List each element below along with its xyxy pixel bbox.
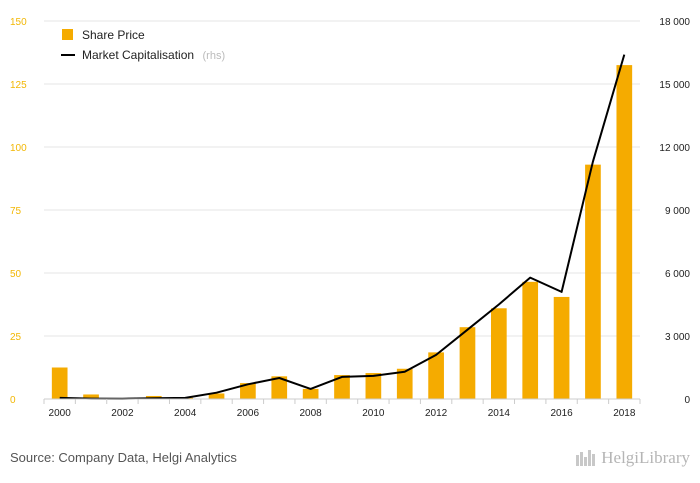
share-price-bar [83,394,99,399]
legend-line-suffix: (rhs) [203,50,226,62]
market-cap-line [59,54,626,400]
share-price-bar [522,281,539,399]
legend-line-name: Market Capitalisation [82,48,194,62]
y-left-tick-label: 100 [10,143,27,154]
share-price-bar [553,296,570,399]
share-price-bar [459,327,476,399]
share-price-bar [396,368,413,399]
axes: 0 25 50 75 100 125 150 0 3 000 6 000 9 000 12 000 15… [10,17,690,419]
x-tick-label: 2010 [362,408,385,419]
y-right-tick-label: 9 000 [665,206,690,217]
legend-line-label: Market Capitalisation (rhs) [82,46,225,63]
x-tick-label: 2006 [237,408,260,419]
x-tick-label: 2016 [550,408,573,419]
chart: 0 25 50 75 100 125 150 0 3 000 6 000 9 000 12 000 15… [10,17,690,419]
x-tick-label: 2004 [174,408,197,419]
share-price-bar [51,367,68,399]
y-right-tick-label: 0 [684,395,690,406]
grid [44,20,640,337]
y-left-tick-label: 50 [10,269,22,280]
y-right-tick-label: 12 000 [659,143,690,154]
legend-bar-label: Share Price [82,28,145,42]
y-right-tick-label: 15 000 [659,80,690,91]
line-series [59,54,626,400]
y-left-tick-label: 75 [10,206,22,217]
y-right-tick-label: 3 000 [665,332,690,343]
helgi-logo: HelgiLibrary [575,448,690,468]
share-price-bar [208,393,225,399]
share-price-bar [491,308,507,399]
library-icon [576,450,596,466]
x-tick-label: 2008 [300,408,323,419]
x-tick-label: 2018 [613,408,636,419]
bar-series [51,65,633,399]
x-tick-label: 2002 [111,408,134,419]
y-left-tick-label: 25 [10,332,22,343]
share-price-bar [585,164,601,399]
y-left-tick-label: 150 [10,17,27,28]
legend-bar-swatch [62,29,73,40]
y-left-tick-label: 0 [10,395,16,406]
share-price-bar [240,383,256,399]
y-left-tick-label: 125 [10,80,27,91]
share-price-bar [302,388,319,399]
x-tick-label: 2012 [425,408,448,419]
y-right-tick-label: 6 000 [665,269,690,280]
share-price-bar [428,352,444,399]
share-price-bar [365,373,382,399]
share-price-bar [616,65,633,399]
share-price-bar [334,375,350,399]
x-tick-label: 2000 [49,408,72,419]
logo-text: HelgiLibrary [601,448,690,467]
legend: Share Price Market Capitalisation (rhs) [61,28,225,63]
source-note: Source: Company Data, Helgi Analytics [10,450,237,465]
share-price-bar [271,376,288,399]
x-tick-label: 2014 [488,408,511,419]
y-right-tick-label: 18 000 [659,17,690,28]
